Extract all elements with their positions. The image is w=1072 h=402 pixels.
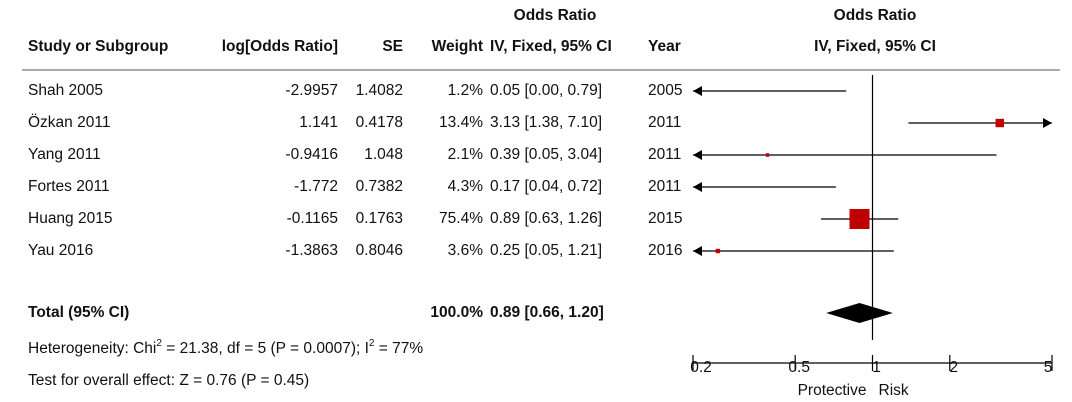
se: 0.7382	[356, 178, 403, 195]
weight: 2.1%	[448, 146, 484, 163]
study-square	[849, 209, 870, 229]
column-header: Year	[648, 38, 681, 55]
log-or: -0.1165	[287, 210, 338, 227]
column-header: SE	[382, 38, 403, 55]
ci-label: 0.39 [0.05, 3.04]	[490, 146, 602, 163]
year: 2015	[648, 210, 682, 227]
overall-effect: Test for overall effect: Z = 0.76 (P = 0…	[28, 372, 309, 389]
se: 0.8046	[356, 242, 403, 259]
study-name: Huang 2015	[28, 210, 112, 227]
ci-label: 3.13 [1.38, 7.10]	[490, 114, 602, 131]
year: 2011	[648, 114, 681, 131]
het-sup: 2	[369, 338, 375, 349]
column-header: IV, Fixed, 95% CI	[490, 38, 612, 55]
se: 1.4082	[356, 82, 403, 99]
ci-label: 0.89 [0.63, 1.26]	[490, 210, 602, 227]
heterogeneity: Heterogeneity: Chi2 = 21.38, df = 5 (P =…	[28, 338, 423, 357]
x-label-left: Protective	[798, 382, 867, 399]
x-label-right: Risk	[879, 382, 909, 399]
x-tick-label: 2	[949, 359, 958, 376]
study-square	[995, 118, 1004, 128]
weight: 4.3%	[448, 178, 484, 195]
het-sup: 2	[156, 338, 162, 349]
x-tick-label: 1	[872, 359, 881, 376]
weight: 75.4%	[439, 210, 483, 227]
year: 2011	[648, 178, 681, 195]
study-name: Özkan 2011	[28, 113, 110, 131]
column-header: log[Odds Ratio]	[222, 38, 338, 55]
study-square	[715, 248, 721, 254]
ci-arrow	[693, 246, 702, 256]
se: 0.4178	[356, 114, 403, 131]
x-tick-label: 0.5	[788, 359, 810, 376]
total-name: Total (95% CI)	[28, 304, 129, 321]
study-name: Shah 2005	[28, 82, 103, 99]
study-name: Fortes 2011	[28, 178, 110, 195]
x-tick-label: 5	[1044, 359, 1053, 376]
total-weight: 100.0%	[430, 304, 483, 321]
year: 2011	[648, 146, 681, 163]
total-ci-label: 0.89 [0.66, 1.20]	[490, 304, 604, 321]
study-square	[765, 153, 770, 157]
weight: 3.6%	[448, 242, 484, 259]
ci-arrow	[1043, 118, 1052, 128]
column-header: Study or Subgroup	[28, 38, 168, 55]
het-part: = 21.38, df = 5 (P = 0.0007); I	[162, 340, 369, 357]
log-or: -2.9957	[285, 82, 338, 99]
log-or: 1.141	[299, 114, 338, 131]
weight: 13.4%	[439, 114, 483, 131]
se: 0.1763	[356, 210, 403, 227]
weight: 1.2%	[448, 82, 484, 99]
ci-label: 0.17 [0.04, 0.72]	[490, 178, 602, 195]
plot-title: Odds Ratio	[834, 7, 917, 24]
column-header: Weight	[432, 38, 483, 55]
log-or: -0.9416	[285, 146, 338, 163]
plot-subtitle: IV, Fixed, 95% CI	[814, 38, 936, 55]
het-part: = 77%	[374, 340, 423, 357]
study-name: Yang 2011	[28, 146, 101, 163]
total-diamond	[826, 303, 893, 323]
ci-arrow	[693, 182, 702, 192]
table-group-header: Odds Ratio	[514, 7, 597, 24]
log-or: -1.3863	[285, 242, 338, 259]
ci-label: 0.05 [0.00, 0.79]	[490, 82, 602, 99]
ci-label: 0.25 [0.05, 1.21]	[490, 242, 602, 259]
log-or: -1.772	[294, 178, 338, 195]
ci-arrow	[693, 86, 702, 96]
year: 2016	[648, 242, 682, 259]
se: 1.048	[364, 146, 403, 163]
ci-arrow	[693, 150, 702, 160]
het-part: Heterogeneity: Chi	[28, 340, 156, 357]
study-name: Yau 2016	[28, 242, 93, 259]
year: 2005	[648, 82, 682, 99]
x-tick-label: 0.2	[690, 359, 712, 376]
